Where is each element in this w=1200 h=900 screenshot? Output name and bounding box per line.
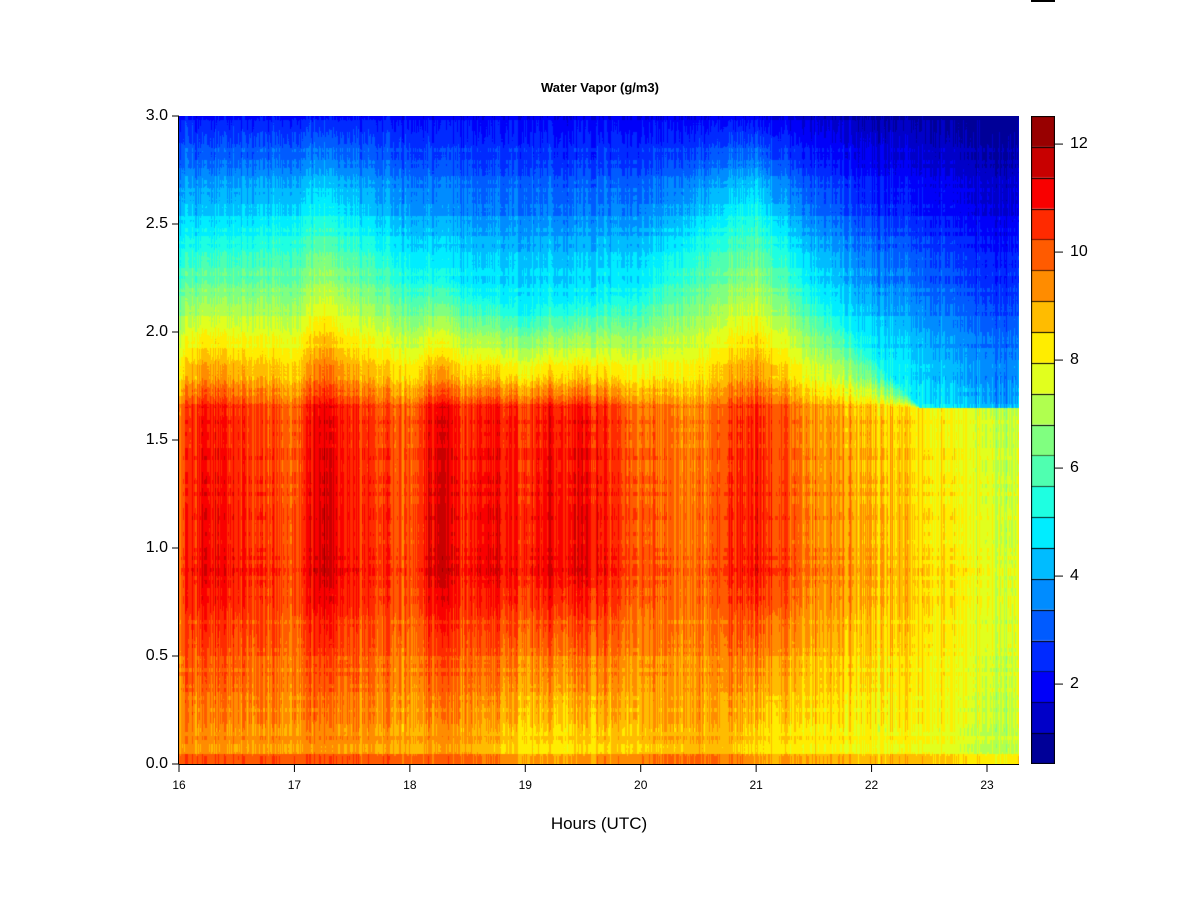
x-axis-label: Hours (UTC) [550, 814, 648, 833]
x-tick-label: 22 [864, 778, 879, 792]
y-tick-label: 1.5 [145, 431, 168, 448]
colorbar-tick-label: 6 [1070, 459, 1079, 477]
chart-title: Water Vapor (g/m3) [541, 80, 659, 95]
y-tick-label: 1.0 [145, 539, 168, 556]
y-tick-label: 2.0 [145, 323, 168, 340]
y-tick-label: 3.0 [145, 107, 168, 124]
corner-mark [1031, 0, 1055, 2]
y-tick-label: 2.5 [145, 215, 168, 232]
colorbar-tick-label: 4 [1070, 567, 1079, 585]
colorbar-tick-label: 12 [1070, 135, 1088, 153]
x-tick-label: 20 [634, 778, 648, 792]
y-tick-label: 0.5 [145, 647, 168, 664]
x-tick-label: 21 [749, 778, 763, 792]
x-tick-label: 19 [518, 778, 532, 792]
x-tick-label: 16 [172, 778, 186, 792]
colorbar-tick-label: 8 [1070, 351, 1079, 369]
colorbar [1031, 116, 1055, 764]
colorbar-tick-label: 2 [1070, 675, 1079, 693]
y-tick-label: 0.0 [145, 755, 168, 772]
x-tick-label: 23 [980, 778, 994, 792]
x-tick-label: 18 [403, 778, 417, 792]
x-tick-label: 17 [287, 778, 302, 792]
colorbar-tick-label: 10 [1070, 243, 1088, 261]
heatmap-plot-area [179, 116, 1019, 764]
